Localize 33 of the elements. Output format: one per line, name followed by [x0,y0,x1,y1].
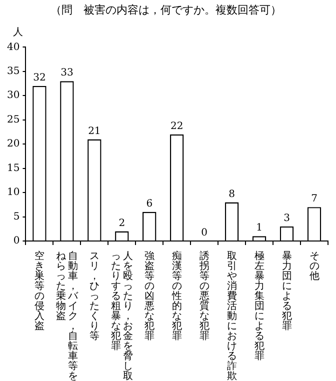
data-label: 0 [201,228,208,239]
y-tick-label: 0 [13,236,20,247]
y-tick-label: 15 [6,162,20,174]
x-tick-label: 暴力団による犯罪 [282,251,292,334]
category-label: 強盗等の凶悪な犯罪 [144,251,154,342]
data-label: 21 [88,126,101,137]
y-axis-title: 人 [13,26,23,38]
data-label: 22 [170,121,184,132]
y-tick-label: 20 [6,138,20,150]
x-tick-label: 空き巣等の侵入盗 [34,251,44,334]
category-label: 自動車，バイク，自転車等をねらった乗物盗 [56,251,78,381]
y-tick-label: 25 [6,114,20,126]
category-label: 人を殴ったり，お金を脅し取ったりする粗暴な犯罪 [110,251,133,381]
data-label: 6 [146,198,153,210]
data-label: 3 [284,213,290,224]
data-label: 7 [311,194,318,205]
data-label: 2 [118,218,126,229]
x-tick-label: その他 [309,251,320,284]
data-label: 33 [60,68,74,79]
chart-title: （問 被害の内容は，何ですか。複数回答可） [50,3,282,16]
category-label: 極左暴力集団による犯罪 [254,251,264,362]
category-label: 取引や消費活動における詐欺 [226,251,237,381]
data-label: 1 [256,222,262,234]
data-label: 8 [228,188,236,200]
y-tick-label: 40 [6,42,20,53]
category-label: スリ，ひったくり等 [89,251,100,342]
data-label: 32 [33,72,46,84]
y-tick-label: 35 [6,66,20,78]
y-tick-label: 30 [6,90,20,102]
y-tick-label: 10 [6,187,20,198]
y-tick-label: 5 [13,211,20,222]
category-label: 誘拐等の悪質な犯罪 [199,251,210,342]
category-label: 痴漢等の性的な犯罪 [172,251,182,342]
